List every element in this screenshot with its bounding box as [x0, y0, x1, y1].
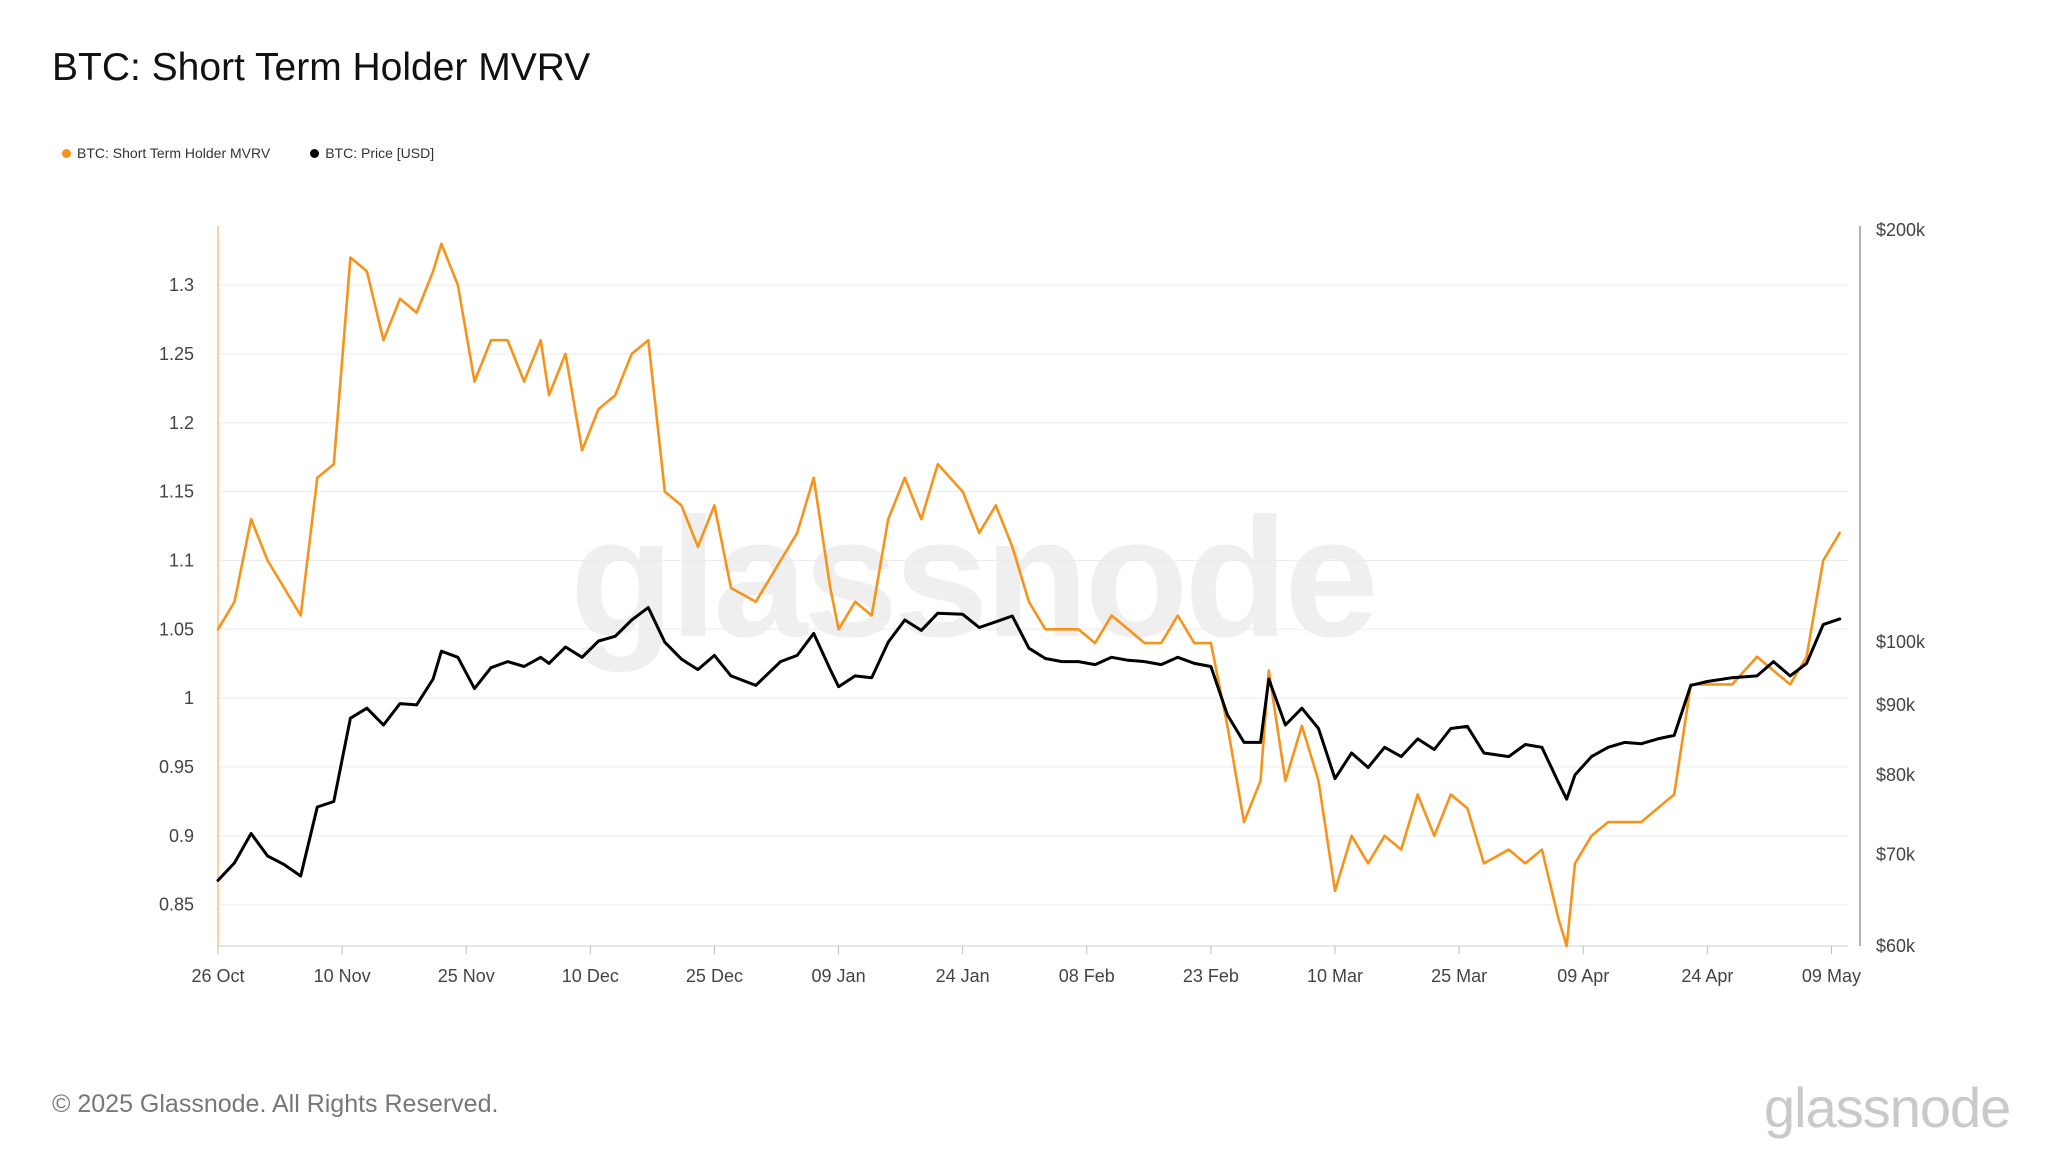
legend-item-price[interactable]: BTC: Price [USD] [310, 145, 434, 161]
legend-item-mvrv[interactable]: BTC: Short Term Holder MVRV [62, 145, 270, 161]
x-tick-label: 24 Apr [1681, 966, 1733, 986]
legend-price-dot [310, 148, 320, 158]
copyright-text: © 2025 Glassnode. All Rights Reserved. [52, 1090, 499, 1118]
left-tick-label: 0.95 [159, 757, 194, 777]
right-tick-label: $100k [1876, 632, 1926, 652]
left-tick-label: 1.1 [169, 550, 194, 570]
x-tick-label: 23 Feb [1183, 966, 1239, 986]
right-tick-label: $60k [1876, 936, 1916, 956]
right-tick-label: $70k [1876, 844, 1916, 864]
brand-logo: glassnode [1764, 1076, 2011, 1139]
grid [218, 284, 1848, 906]
watermark-logo: glassnode [570, 483, 1379, 673]
x-tick-label: 09 May [1802, 966, 1861, 986]
legend-price-label: BTC: Price [USD] [325, 145, 435, 161]
x-tick-label: 26 Oct [191, 966, 244, 986]
left-tick-label: 1.05 [159, 619, 194, 639]
x-tick-label: 24 Jan [936, 966, 990, 986]
price-line [216, 606, 1842, 882]
x-tick-label: 09 Apr [1557, 966, 1609, 986]
mvrv-line [216, 242, 1841, 948]
left-tick-label: 1.3 [169, 275, 194, 295]
axis-labels: 0.85 0.9 0.95 1 1.05 1.1 1.15 1.2 1.25 1.3 $60k $70… [159, 220, 1926, 986]
left-tick-label: 1.25 [159, 344, 194, 364]
x-tick-label: 08 Feb [1059, 966, 1115, 986]
x-tick-label: 10 Mar [1307, 966, 1363, 986]
right-tick-label: $90k [1876, 695, 1916, 715]
x-tick-label: 10 Nov [314, 966, 371, 986]
left-tick-label: 1.2 [169, 413, 194, 433]
series-lines [216, 242, 1842, 948]
left-tick-label: 0.85 [159, 895, 194, 915]
x-tick-label: 10 Dec [562, 966, 619, 986]
x-tick-label: 25 Dec [686, 966, 743, 986]
right-tick-label: $200k [1876, 220, 1926, 240]
x-tick-label: 09 Jan [812, 966, 866, 986]
x-tick-label: 25 Nov [438, 966, 495, 986]
right-tick-label: $80k [1876, 765, 1916, 785]
legend-mvrv-dot [62, 148, 71, 158]
legend-mvrv-label: BTC: Short Term Holder MVRV [77, 145, 271, 161]
left-tick-label: 0.9 [169, 826, 194, 846]
axes [217, 226, 1861, 954]
chart-title: BTC: Short Term Holder MVRV [52, 46, 591, 89]
x-tick-label: 25 Mar [1431, 966, 1487, 986]
left-tick-label: 1.15 [159, 482, 194, 502]
legend: BTC: Short Term Holder MVRV BTC: Price [… [62, 145, 434, 161]
left-tick-label: 1 [184, 688, 194, 708]
